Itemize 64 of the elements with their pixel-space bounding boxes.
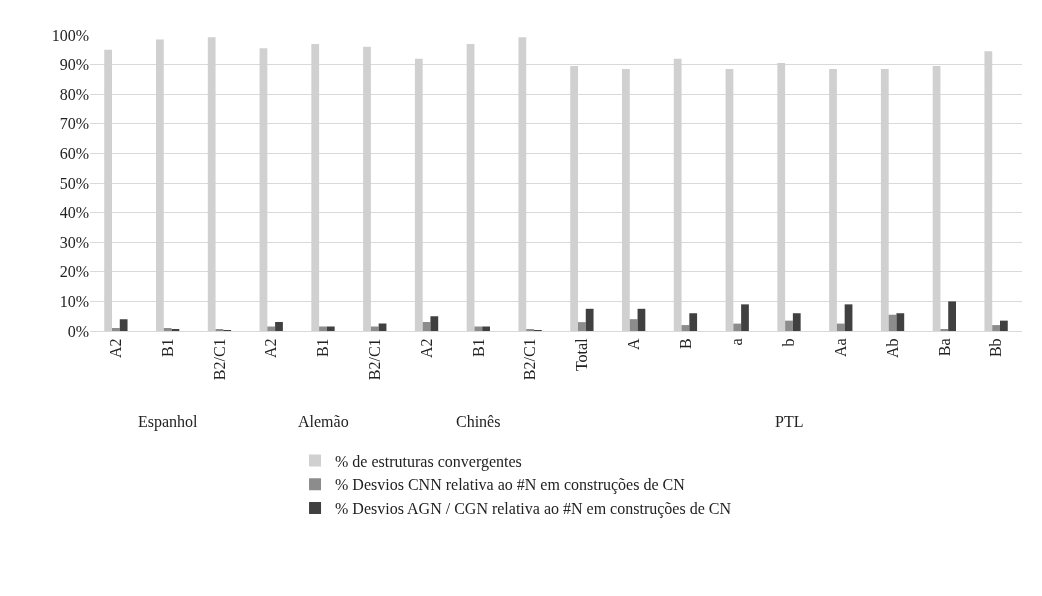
x-tick-label: A2 [107, 338, 125, 358]
y-tick-label: 50% [59, 174, 89, 192]
bar [275, 322, 283, 331]
x-axis-title: Espanhol [138, 413, 199, 431]
x-tick-label: A2 [417, 338, 435, 358]
x-tick-label: Ab [883, 338, 901, 358]
bar [844, 304, 853, 331]
bar [474, 326, 483, 331]
bar [741, 304, 749, 331]
x-axis-title: PTL [775, 413, 804, 430]
bar [112, 328, 120, 331]
bar [896, 313, 905, 331]
x-tick-label: Aa [831, 338, 849, 358]
bar [163, 328, 172, 331]
x-tick-label: B1 [158, 338, 176, 358]
bar [992, 325, 1000, 331]
legend-label: % Desvios AGN / CGN relativa ao #N em construções de CN [335, 500, 732, 519]
bar [482, 326, 490, 331]
bar [267, 326, 276, 331]
bar [326, 326, 335, 331]
x-axis-title: Alemão [298, 413, 349, 430]
y-tick-label: 90% [59, 56, 89, 74]
bar [681, 325, 690, 331]
bar [785, 320, 793, 331]
y-tick-label: 20% [59, 263, 89, 281]
x-tick-label: b [780, 338, 798, 347]
x-tick-label: B [676, 338, 694, 350]
bar [637, 308, 646, 331]
bar [948, 301, 956, 331]
x-tick-label: A2 [262, 338, 280, 358]
x-tick-label: B2/C1 [365, 338, 383, 381]
bar [119, 319, 128, 331]
bar [585, 308, 594, 331]
y-tick-label: 60% [59, 145, 89, 162]
bar [999, 320, 1008, 331]
bar [689, 313, 698, 331]
y-tick-label: 40% [59, 204, 89, 222]
y-tick-label: 100% [51, 26, 89, 44]
bar [578, 322, 586, 331]
bar [422, 322, 431, 331]
x-tick-label: B2/C1 [521, 338, 539, 381]
bar [792, 313, 801, 331]
y-tick-label: 30% [59, 233, 89, 251]
bar [319, 326, 327, 331]
bar [430, 316, 439, 331]
x-axis-title: Chinês [456, 413, 501, 430]
x-tick-label: a [728, 338, 746, 346]
bar [629, 319, 638, 331]
x-tick-label: A [624, 337, 642, 350]
bar [370, 326, 379, 331]
y-tick-label: 10% [59, 293, 89, 310]
x-tick-label: Ba [935, 338, 953, 357]
y-tick-label: 80% [59, 85, 89, 103]
x-tick-label: B1 [314, 338, 332, 358]
legend-label: % Desvios CNN relativa ao #N em construções de CN [335, 476, 686, 495]
x-tick-label: Bb [987, 338, 1005, 358]
y-tick-label: 70% [59, 115, 89, 133]
x-tick-label: B1 [469, 338, 487, 358]
y-tick-label: 0% [67, 322, 89, 340]
bar [733, 323, 742, 331]
bar [836, 323, 845, 331]
legend-label: % de estruturas convergentes [335, 452, 522, 471]
x-tick-label: Total [573, 337, 591, 372]
x-tick-label: B2/C1 [210, 338, 228, 381]
